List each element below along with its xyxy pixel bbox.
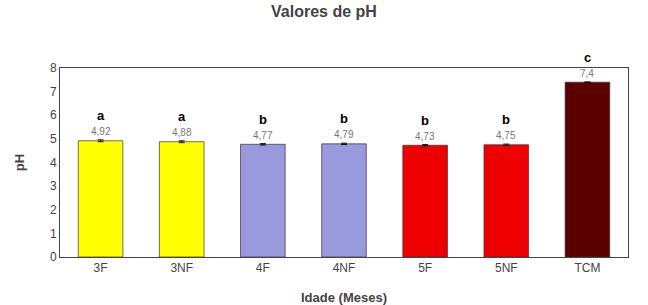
svg-text:4,73: 4,73 xyxy=(415,131,435,142)
svg-text:b: b xyxy=(259,112,267,127)
svg-text:3: 3 xyxy=(50,179,57,193)
svg-text:pH: pH xyxy=(12,154,27,171)
svg-text:4: 4 xyxy=(50,156,57,170)
svg-text:8: 8 xyxy=(50,61,57,75)
svg-text:5NF: 5NF xyxy=(495,261,518,275)
svg-text:4,77: 4,77 xyxy=(253,130,273,141)
svg-text:2: 2 xyxy=(50,203,57,217)
svg-text:4,92: 4,92 xyxy=(91,126,111,137)
svg-text:a: a xyxy=(178,109,186,124)
svg-text:b: b xyxy=(340,111,348,126)
svg-text:c: c xyxy=(584,50,591,65)
svg-text:6: 6 xyxy=(50,108,57,122)
svg-text:4,79: 4,79 xyxy=(334,129,354,140)
svg-text:3NF: 3NF xyxy=(170,261,193,275)
svg-text:7,4: 7,4 xyxy=(580,68,594,79)
svg-text:5: 5 xyxy=(50,132,57,146)
svg-text:5F: 5F xyxy=(418,261,432,275)
svg-text:1: 1 xyxy=(50,227,57,241)
svg-text:b: b xyxy=(502,112,510,127)
svg-text:4F: 4F xyxy=(256,261,270,275)
svg-text:4,88: 4,88 xyxy=(172,127,192,138)
svg-text:0: 0 xyxy=(50,250,57,264)
svg-text:TCM: TCM xyxy=(574,261,600,275)
svg-text:4,75: 4,75 xyxy=(496,130,516,141)
svg-text:b: b xyxy=(421,113,429,128)
svg-text:3F: 3F xyxy=(94,261,108,275)
svg-text:Idade (Meses): Idade (Meses) xyxy=(301,290,387,305)
svg-text:Valores de pH: Valores de pH xyxy=(271,3,377,20)
svg-text:4NF: 4NF xyxy=(333,261,356,275)
svg-text:a: a xyxy=(97,108,105,123)
svg-text:7: 7 xyxy=(50,85,57,99)
